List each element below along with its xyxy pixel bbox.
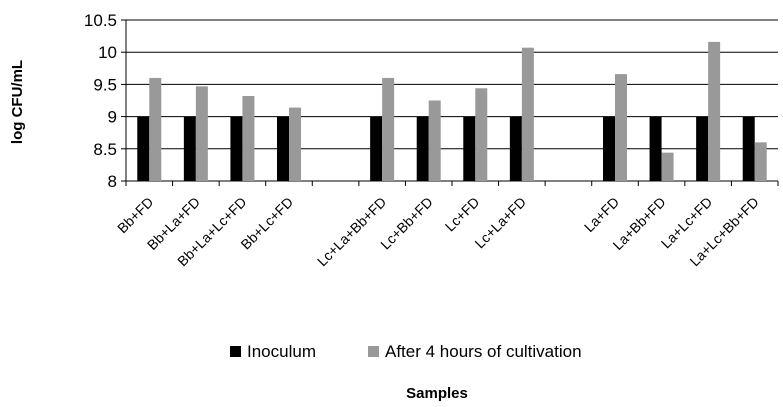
- x-tick-label: Lc+La+Bb+FD: [314, 194, 389, 269]
- y-axis-title: log CFU/mL: [9, 60, 26, 144]
- bar-after-4-hours: [475, 88, 488, 181]
- bar-after-4-hours: [382, 77, 395, 181]
- bar-after-4-hours: [754, 142, 767, 181]
- bar-inoculum: [230, 116, 243, 181]
- bar-inoculum: [649, 116, 662, 181]
- legend-label-inoculum: Inoculum: [247, 342, 316, 361]
- bar-inoculum: [370, 116, 383, 181]
- bar-inoculum: [183, 116, 196, 181]
- bar-after-4-hours: [242, 95, 255, 181]
- legend-label-after-4-hours: After 4 hours of cultivation: [385, 342, 582, 361]
- y-tick-label: 8: [108, 172, 117, 191]
- bar-inoculum: [742, 116, 755, 181]
- x-axis-title: Samples: [406, 385, 468, 402]
- bars: [137, 41, 767, 182]
- bar-after-4-hours: [149, 77, 162, 181]
- bar-after-4-hours: [195, 86, 208, 181]
- y-tick-labels: 8 8.5 9 9.5 10 10.5: [84, 11, 117, 191]
- bar-inoculum: [509, 116, 522, 181]
- bar-inoculum: [463, 116, 476, 181]
- bar-after-4-hours: [708, 41, 721, 182]
- y-tick-label: 10: [98, 43, 117, 62]
- x-tick-label: La+FD: [581, 194, 622, 235]
- axes: [121, 19, 779, 186]
- bar-inoculum: [603, 116, 615, 181]
- bar-inoculum: [416, 116, 429, 181]
- gridlines: [126, 19, 778, 150]
- y-tick-label: 9.5: [93, 75, 117, 94]
- y-tick-label: 8.5: [93, 140, 117, 159]
- legend: Inoculum After 4 hours of cultivation: [230, 342, 582, 361]
- y-tick-label: 9: [108, 108, 117, 127]
- bar-inoculum: [137, 116, 150, 181]
- legend-swatch-inoculum: [230, 346, 241, 357]
- x-tick-label: Bb+FD: [114, 194, 156, 236]
- bar-after-4-hours: [521, 47, 534, 181]
- bar-after-4-hours: [289, 107, 301, 181]
- bar-after-4-hours: [661, 152, 674, 181]
- bar-after-4-hours: [615, 74, 627, 181]
- y-tick-label: 10.5: [84, 11, 117, 30]
- bar-inoculum: [277, 116, 289, 181]
- bar-after-4-hours: [428, 100, 441, 181]
- x-tick-label: Lc+La+FD: [471, 194, 529, 252]
- legend-swatch-after-4-hours: [368, 346, 379, 357]
- bar-inoculum: [696, 116, 709, 181]
- x-tick-label: Lc+FD: [442, 194, 483, 235]
